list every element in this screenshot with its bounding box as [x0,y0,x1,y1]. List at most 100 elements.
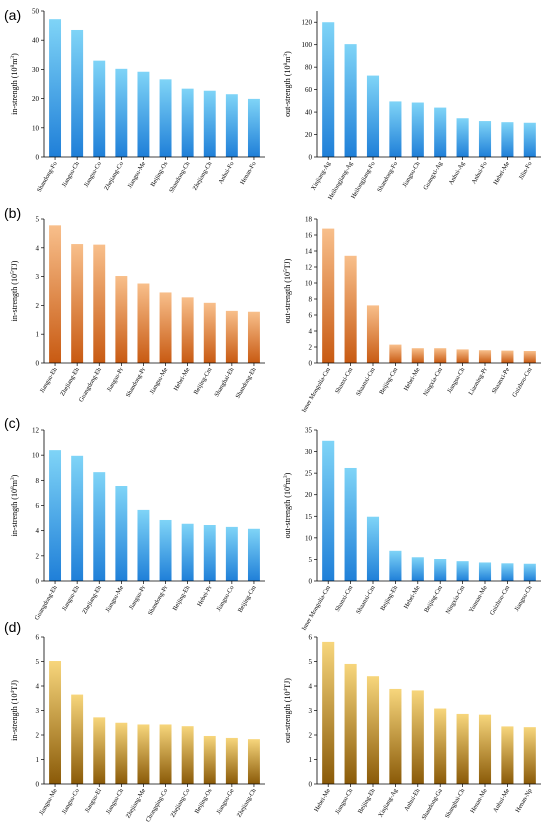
y-tick-label: 20 [305,131,313,139]
x-tick-label: Inner Mongolia-Cm [301,584,332,631]
x-tick-label: Anhui-Me [492,787,511,813]
x-tick-label: Shandong-Eh [234,366,258,400]
bar [344,467,357,581]
x-tick-label: Shaanxi-Cm [355,584,377,615]
bar [389,688,402,784]
y-axis-label: in-strength (104TJ) [10,680,19,741]
bar [322,22,335,158]
y-tick-label: 0 [36,578,40,586]
x-tick-label: Jiangsu-Me [126,160,147,189]
panel-label-c: (c) [4,415,20,431]
y-tick-label: 2 [36,552,40,560]
y-tick-label: 1 [36,331,40,339]
y-tick-label: 0 [309,781,313,789]
bar [456,561,469,581]
x-tick-label: Shandong-Ch [168,160,192,194]
y-tick-label: 0 [309,360,313,368]
bar [93,472,106,581]
bar [389,344,402,363]
y-tick-label: 1 [309,756,313,764]
bar [115,486,128,581]
y-tick-label: 0 [36,360,40,368]
bar [71,29,84,158]
bar [501,563,514,581]
x-tick-label: Hebei-Me [403,584,422,610]
x-tick-label: Zhejiang-Co [103,161,125,192]
y-tick-label: 35 [305,427,313,435]
y-tick-label: 4 [309,683,313,691]
bar [49,225,62,363]
bar [93,244,106,363]
y-axis-label: out-strength (108m3) [283,51,292,117]
y-tick-label: 2 [36,302,40,310]
bar [366,75,380,157]
chart-4: 0 2 4 6 8 10 12 14 16 18 Inner Mongolia-Cm Shanxi-C… [283,216,541,414]
bar [411,102,424,157]
bar [225,526,238,581]
y-tick-label: 5 [36,658,40,666]
bar [478,350,492,363]
x-tick-label: Zhejiang-Me [125,787,148,819]
x-tick-label: Beijing-Os [194,787,214,815]
bar [366,516,380,581]
x-tick-label: Yunnan-Me [468,584,489,613]
y-tick-label: 6 [36,502,40,510]
bar [366,676,380,784]
x-tick-label: Jiangsu-Ch [61,160,82,189]
x-tick-label: Zhejiang-Co [169,788,191,819]
x-tick-label: Jiangsu-Ch [446,366,467,395]
y-tick-label: 0 [309,578,313,586]
bar [203,525,216,581]
bar [71,455,84,581]
y-tick-label: 40 [32,37,40,45]
y-tick-label: 120 [302,19,313,27]
bar [322,228,335,363]
bar [247,528,260,581]
y-tick-label: 30 [32,66,40,74]
bar [456,713,469,784]
x-tick-label: Jiangsu-Eh [61,584,81,612]
x-tick-label: Shaanxi-Pe [491,366,512,395]
y-tick-label: 1 [36,756,40,764]
y-tick-label: 60 [305,86,313,94]
y-tick-label: 5 [309,658,313,666]
x-tick-label: Anhui-Fo [217,161,235,186]
y-tick-label: 25 [305,470,313,478]
bar [478,121,492,157]
y-axis-label: in-strength (105TJ) [10,260,19,321]
bar [137,283,150,363]
x-tick-label: Zhejiang-Eh [59,366,81,397]
x-tick-label: Shanxi-Cm [334,366,354,394]
x-tick-label: Liaoning-Pr [467,366,489,397]
bar [247,311,260,363]
x-tick-label: Hebei-Me [313,787,332,813]
bar [203,302,216,363]
y-tick-label: 10 [305,280,313,288]
x-tick-label: Jiangsu-Ch [334,787,355,816]
x-tick-label: Shanghai-Eh [213,366,236,398]
bar [159,79,172,157]
bar [434,348,447,363]
y-tick-label: 8 [309,296,313,304]
y-tick-label: 3 [36,707,40,715]
y-tick-label: 0 [36,781,40,789]
bar [115,276,128,363]
panel-label-b: (b) [4,205,21,221]
y-tick-label: 4 [36,244,40,252]
y-axis-label: in-strength (108m3) [10,474,19,536]
bar [159,519,172,581]
x-tick-label: Anhui-Fo [470,161,488,186]
y-axis-label: in-strength (108m3) [10,53,19,115]
chart-2: 020406080100120Xinjiang-AgHeilongjiang-A… [283,11,541,201]
x-tick-label: Guangxi-Ag [422,160,444,191]
y-tick-label: 2 [309,732,313,740]
bar [478,562,492,581]
x-tick-label: Shaanxi-Cm [355,366,377,397]
y-tick-label: 0 [36,154,40,162]
y-tick-label: 12 [305,264,313,272]
bar [247,739,260,784]
x-tick-label: Jiangsu-Me [149,366,170,395]
bar [93,717,106,784]
bar [137,509,150,581]
